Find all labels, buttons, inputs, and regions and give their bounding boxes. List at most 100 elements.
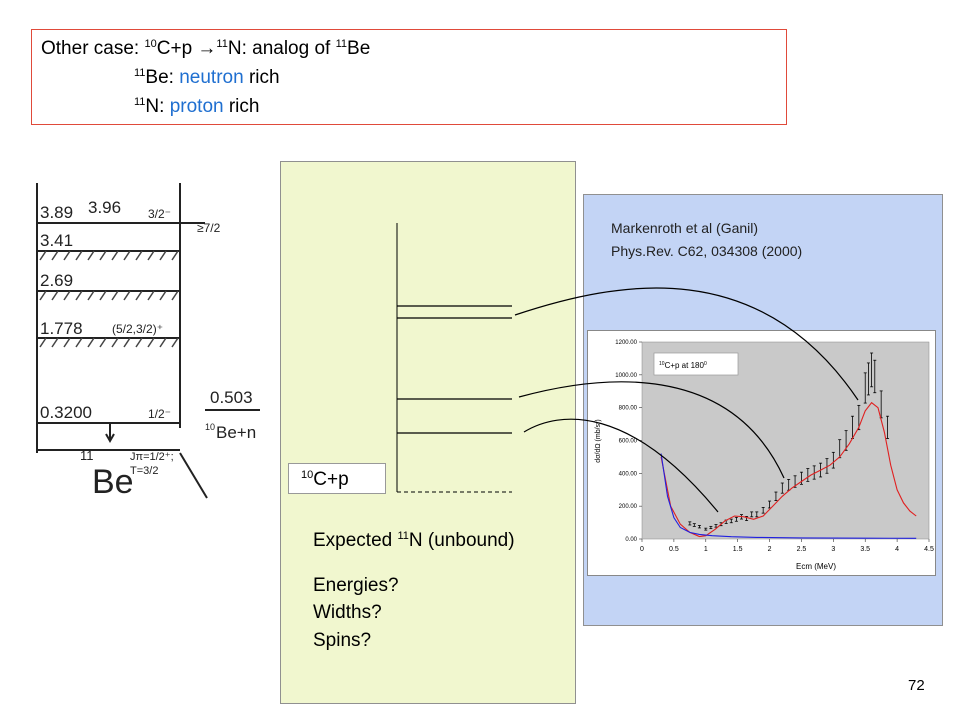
- y-tick-label: 0.00: [625, 537, 637, 543]
- title-line-2: 11Be: neutron rich: [134, 67, 280, 89]
- expected-suffix: N (unbound): [408, 530, 515, 551]
- chart-series: [660, 352, 917, 539]
- x-tick-label: 4: [895, 546, 899, 553]
- question-widths: Widths?: [313, 602, 382, 623]
- line3-elem: N:: [145, 96, 170, 117]
- jpi-label: Jπ=1/2⁺;: [130, 451, 174, 463]
- data-point: [709, 525, 713, 530]
- line3-rest: rich: [223, 96, 260, 117]
- cross-section-chart-svg: 0 0.5 1 1.5 2 2.5 3 3.5 4 4.5 0.00 200.00 400.00 600.…: [595, 340, 934, 571]
- x-tick-label: 1.5: [733, 546, 743, 553]
- spin-5-2-3-2: (5/2,3/2)⁺: [112, 322, 163, 336]
- data-point: [688, 521, 692, 526]
- chart-xlabel: Ecm (MeV): [796, 562, 836, 571]
- be11-level-scheme: 3.89 3.96 3/2⁻ ≥7/2 3.41 2.69 1.778 (5/2…: [30, 178, 275, 508]
- line2-elem: Be:: [145, 67, 180, 88]
- spin-3-2: 3/2⁻: [148, 207, 171, 221]
- threshold-value: 0.503: [210, 388, 253, 407]
- c10-p-label: 10C+p: [288, 463, 386, 494]
- x-tick-label: 3.5: [860, 546, 870, 553]
- x-tick-label: 0: [640, 546, 644, 553]
- y-tick-label: 600.00: [619, 439, 638, 445]
- data-point: [761, 506, 765, 514]
- data-point: [886, 415, 890, 439]
- y-tick-label: 800.00: [619, 406, 638, 412]
- data-point: [750, 511, 754, 518]
- level-3-89: 3.89: [40, 203, 73, 222]
- expected-label: Expected 11N (unbound): [313, 530, 515, 552]
- chart-ylabel: dσ/dΩ (mb/sr): [595, 419, 602, 462]
- threshold-label: Be+n: [216, 423, 256, 442]
- data-point: [755, 511, 759, 518]
- reaction-text: C+p: [313, 469, 349, 490]
- data-point: [734, 516, 738, 522]
- y-tick-label: 200.00: [619, 504, 638, 510]
- title-box: Other case: 10C+p →11N: analog of 11Be 1…: [31, 29, 787, 125]
- question-spins: Spins?: [313, 630, 372, 651]
- question-energies: Energies?: [313, 575, 399, 596]
- expected-prefix: Expected: [313, 530, 398, 551]
- title-mass-c: 10: [144, 38, 157, 50]
- be11-level-scheme-svg: 3.89 3.96 3/2⁻ ≥7/2 3.41 2.69 1.778 (5/2…: [36, 183, 260, 501]
- level-1-778: 1.778: [40, 319, 83, 338]
- reference-line-2: Phys.Rev. C62, 034308 (2000): [611, 243, 803, 259]
- chart-title: 10C+p at 1800: [659, 361, 707, 370]
- line2-rest: rich: [243, 67, 280, 88]
- title-reaction: C+p: [156, 38, 198, 59]
- spin-ge-7-2: ≥7/2: [197, 221, 221, 235]
- reference-line-1: Markenroth et al (Ganil): [611, 220, 759, 236]
- x-tick-label: 2: [768, 546, 772, 553]
- reaction-mass: 10: [301, 469, 314, 481]
- data-point: [831, 451, 835, 469]
- data-point: [799, 471, 803, 485]
- fit-curve: [660, 453, 917, 539]
- data-point: [692, 523, 696, 527]
- fit-curve: [660, 401, 917, 538]
- title-line-1: Other case: 10C+p →11N: analog of 11Be: [41, 38, 370, 60]
- title-mass-n: 11: [216, 38, 228, 50]
- level-0-3200: 0.3200: [40, 403, 92, 422]
- nucleus-symbol: Be: [92, 463, 134, 501]
- data-point: [704, 527, 708, 531]
- nucleus-mass: 11: [80, 448, 94, 463]
- x-tick-label: 4.5: [924, 546, 934, 553]
- data-point: [697, 525, 701, 529]
- level-3-41: 3.41: [40, 231, 73, 250]
- title-prefix: Other case:: [41, 38, 145, 59]
- page-number: 72: [908, 677, 925, 694]
- x-tick-label: 0.5: [669, 546, 679, 553]
- y-tick-label: 1000.00: [615, 373, 637, 379]
- proton-word: proton: [169, 96, 224, 117]
- data-point: [780, 482, 784, 494]
- cross-section-chart: 0 0.5 1 1.5 2 2.5 3 3.5 4 4.5 0.00 200.00 400.00 600.…: [587, 330, 936, 576]
- line3-mass: 11: [134, 96, 146, 108]
- expected-mass: 11: [397, 530, 409, 542]
- y-tick-label: 1200.00: [615, 340, 637, 346]
- data-point: [774, 491, 778, 501]
- neutron-word: neutron: [179, 67, 244, 88]
- x-tick-label: 1: [704, 546, 708, 553]
- title-n-text: N: analog of: [227, 38, 336, 59]
- level-3-96: 3.96: [88, 198, 121, 217]
- x-tick-label: 2.5: [797, 546, 807, 553]
- line2-mass: 11: [134, 67, 146, 79]
- chart-title-text: C+p at 180: [665, 361, 705, 370]
- data-point: [866, 362, 870, 396]
- level-2-69: 2.69: [40, 271, 73, 290]
- x-tick-label: 3: [831, 546, 835, 553]
- spin-1-2: 1/2⁻: [148, 407, 171, 421]
- data-point: [812, 465, 816, 480]
- isospin-label: T=3/2: [130, 465, 158, 477]
- chart-title-unit: 0: [704, 361, 707, 367]
- threshold-mass: 10: [205, 422, 215, 432]
- arrow-icon: →: [197, 38, 217, 59]
- title-line-3: 11N: proton rich: [134, 96, 259, 118]
- title-mass-be: 11: [335, 38, 348, 50]
- data-point: [729, 518, 733, 524]
- data-point: [873, 359, 877, 394]
- data-point: [863, 372, 867, 404]
- data-point: [825, 458, 829, 474]
- y-tick-label: 400.00: [619, 471, 638, 477]
- data-point: [870, 352, 874, 388]
- data-point: [806, 468, 810, 482]
